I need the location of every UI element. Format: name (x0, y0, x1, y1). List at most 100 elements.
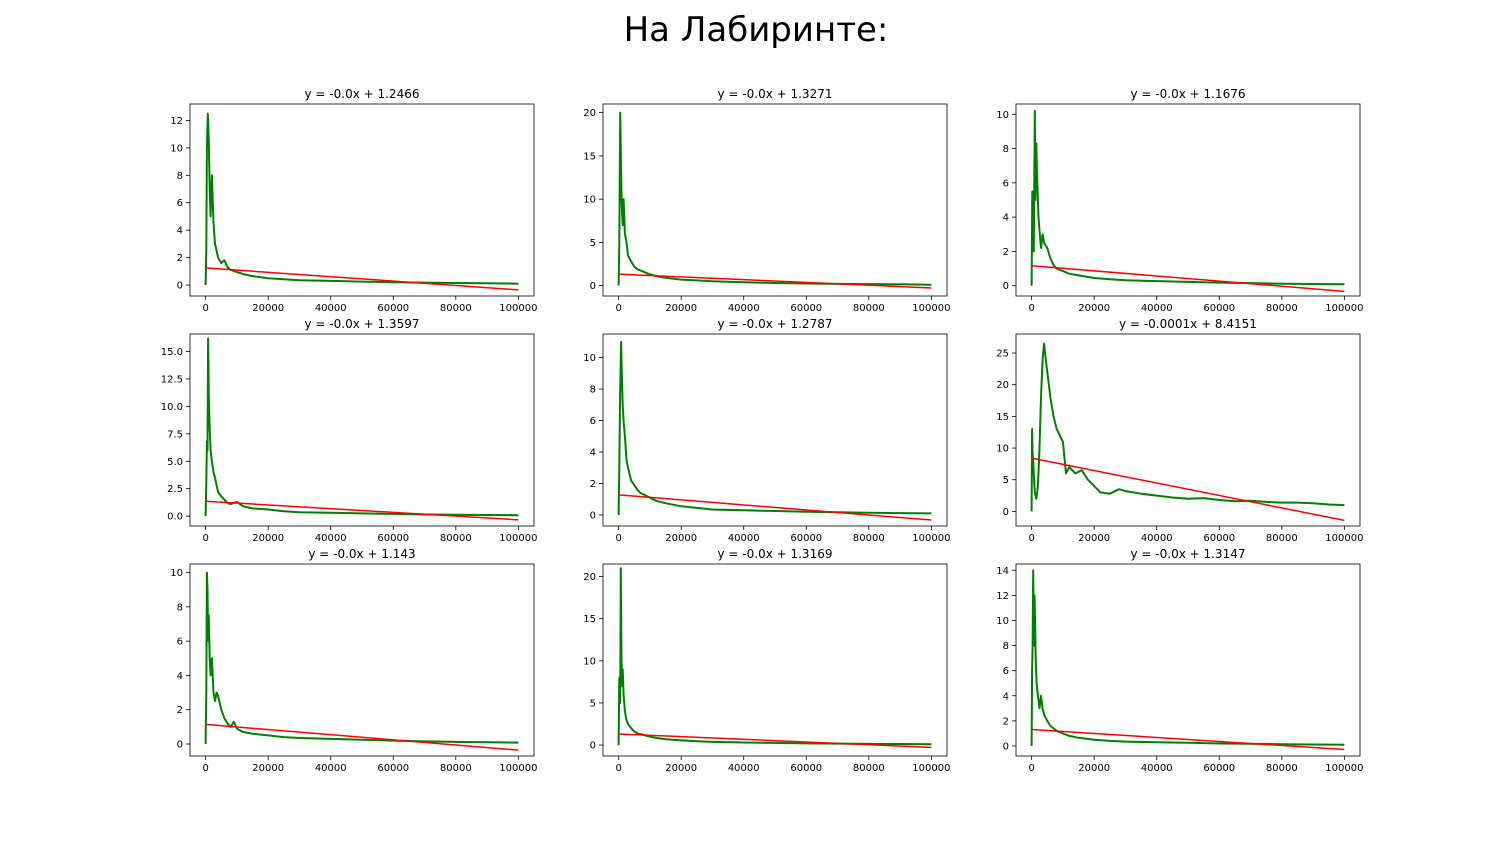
subplot-title: y = -0.0x + 1.3597 (305, 317, 420, 331)
y-tick-label: 8 (1003, 641, 1009, 652)
y-tick-label: 0 (1003, 741, 1009, 752)
y-tick-label: 15 (583, 614, 596, 625)
y-tick-label: 12 (996, 591, 1009, 602)
y-tick-label: 4 (177, 226, 183, 237)
x-tick-label: 40000 (728, 533, 760, 544)
x-tick-label: 20000 (252, 303, 284, 314)
y-tick-label: 4 (590, 448, 596, 459)
y-tick-label: 2 (177, 705, 183, 716)
axes-frame (602, 103, 948, 297)
figure-title: На Лабиринте: (623, 10, 889, 50)
x-tick-label: 40000 (1141, 763, 1173, 774)
y-tick-label: 2 (1003, 716, 1009, 727)
x-tick-label: 60000 (377, 303, 409, 314)
x-tick-label: 100000 (1325, 533, 1363, 544)
x-tick-label: 40000 (315, 763, 347, 774)
subplot-title: y = -0.0x + 1.2466 (305, 87, 420, 101)
regression-fit-line (1031, 264, 1345, 293)
x-tick-label: 100000 (912, 533, 950, 544)
x-tick-label: 0 (202, 533, 208, 544)
y-tick-label: 12 (170, 116, 183, 127)
x-tick-label: 0 (615, 533, 621, 544)
data-series-line (617, 340, 932, 516)
y-tick-label: 4 (1003, 213, 1009, 224)
x-tick-label: 60000 (790, 763, 822, 774)
y-tick-label: 4 (1003, 691, 1009, 702)
x-tick-label: 60000 (377, 533, 409, 544)
x-tick-label: 40000 (315, 533, 347, 544)
y-tick-label: 8 (590, 385, 596, 396)
subplot-title: y = -0.0x + 1.143 (308, 547, 415, 561)
x-tick-label: 100000 (499, 533, 537, 544)
x-tick-label: 80000 (853, 303, 885, 314)
subplot-title: y = -0.0x + 1.3147 (1131, 547, 1246, 561)
x-tick-label: 60000 (790, 533, 822, 544)
y-tick-label: 20 (996, 380, 1009, 391)
x-tick-label: 60000 (790, 303, 822, 314)
subplot-title: y = -0.0x + 1.1676 (1131, 87, 1246, 101)
x-tick-label: 100000 (1325, 763, 1363, 774)
y-tick-label: 2 (590, 479, 596, 490)
y-tick-label: 6 (1003, 666, 1009, 677)
data-series-line (204, 112, 519, 286)
x-tick-label: 20000 (665, 533, 697, 544)
y-tick-label: 10 (583, 353, 596, 364)
x-tick-label: 0 (1028, 763, 1034, 774)
y-tick-label: 6 (177, 198, 183, 209)
x-tick-label: 20000 (1078, 763, 1110, 774)
x-tick-label: 80000 (1266, 763, 1298, 774)
regression-fit-line (205, 723, 519, 751)
regression-fit-line (1031, 728, 1345, 751)
x-tick-label: 40000 (728, 763, 760, 774)
x-tick-label: 60000 (1203, 303, 1235, 314)
x-tick-label: 80000 (440, 303, 472, 314)
x-tick-label: 80000 (853, 763, 885, 774)
y-tick-label: 5 (590, 698, 596, 709)
axes-frame (1015, 103, 1361, 297)
y-tick-label: 0 (177, 281, 183, 292)
subplot-2: y = -0.0x + 1.3271 0 20000 40000 60000 80000 1… (583, 87, 950, 314)
data-series-line (617, 111, 932, 286)
y-tick-label: 10 (996, 444, 1009, 455)
x-tick-label: 80000 (1266, 303, 1298, 314)
data-series-line (204, 337, 519, 517)
data-series-line (617, 567, 932, 746)
x-tick-label: 60000 (1203, 763, 1235, 774)
x-tick-label: 0 (615, 763, 621, 774)
axes-frame (1015, 333, 1361, 527)
y-tick-label: 20 (583, 108, 596, 119)
x-tick-label: 100000 (1325, 303, 1363, 314)
y-tick-label: 10 (583, 195, 596, 206)
subplot-title: y = -0.0x + 1.3169 (718, 547, 833, 561)
y-tick-label: 8 (177, 171, 183, 182)
subplot-3: y = -0.0x + 1.1676 0 20000 40000 60000 80000 1… (996, 87, 1363, 314)
y-tick-label: 15.0 (161, 347, 183, 358)
x-tick-label: 100000 (912, 763, 950, 774)
y-tick-label: 10.0 (161, 402, 183, 413)
x-tick-label: 20000 (665, 763, 697, 774)
x-tick-label: 20000 (252, 533, 284, 544)
x-tick-label: 80000 (853, 533, 885, 544)
regression-fit-line (618, 494, 932, 521)
y-tick-label: 0 (590, 281, 596, 292)
y-tick-label: 10 (996, 110, 1009, 121)
y-tick-label: 15 (583, 151, 596, 162)
y-tick-label: 0.0 (167, 512, 183, 523)
y-tick-label: 7.5 (167, 429, 183, 440)
subplot-8: y = -0.0x + 1.3169 0 20000 40000 60000 80000 1… (583, 547, 950, 774)
y-tick-label: 8 (177, 602, 183, 613)
x-tick-label: 60000 (1203, 533, 1235, 544)
y-tick-label: 2 (1003, 247, 1009, 258)
subplot-title: y = -0.0x + 1.2787 (718, 317, 833, 331)
axes-frame (189, 333, 535, 527)
y-tick-label: 5.0 (167, 457, 183, 468)
axes-frame (189, 103, 535, 297)
x-tick-label: 80000 (1266, 533, 1298, 544)
x-tick-label: 20000 (252, 763, 284, 774)
subplot-7: y = -0.0x + 1.143 0 20000 40000 60000 80000 10… (170, 547, 537, 774)
y-tick-label: 15 (996, 412, 1009, 423)
x-tick-label: 100000 (912, 303, 950, 314)
x-tick-label: 40000 (315, 303, 347, 314)
